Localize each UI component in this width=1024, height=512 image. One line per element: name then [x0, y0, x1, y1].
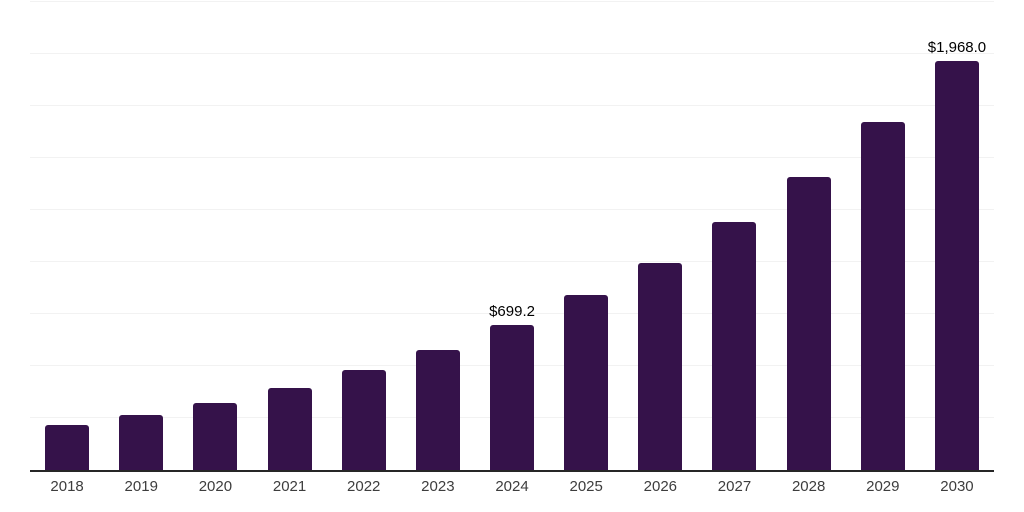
gridline	[30, 209, 994, 210]
bar-slot	[623, 2, 697, 470]
x-tick-label-2027: 2027	[717, 478, 752, 495]
x-tick-label-2024: 2024	[495, 478, 529, 495]
bar-2023	[415, 349, 460, 470]
bar-slot	[327, 2, 401, 470]
x-tick-label-2026: 2026	[643, 478, 678, 495]
bars-group: $699.2 $1,968.0	[30, 2, 994, 470]
gridline	[30, 313, 994, 315]
bar-2027	[712, 222, 757, 470]
bar-2020	[193, 403, 238, 470]
x-axis-tick-labels: 2018 2019 2020 2021 2022 2023 2024 2025 2026 2027…	[30, 479, 994, 494]
x-tick-label-2022: 2022	[347, 478, 381, 495]
bar-slot	[252, 2, 326, 470]
x-tick-label-2019: 2019	[124, 478, 158, 495]
bar-slot	[401, 2, 475, 470]
x-tick-label-2030: 2030	[940, 478, 974, 495]
bar-2019	[119, 414, 164, 470]
bar-2025	[564, 295, 609, 470]
plot-area: $699.2 $1,968.0	[30, 1, 994, 472]
x-tick-label-2018: 2018	[50, 478, 84, 495]
gridline	[30, 53, 994, 54]
bar-slot	[30, 2, 104, 470]
gridline	[30, 157, 994, 159]
x-tick-label-2025: 2025	[569, 478, 603, 495]
x-tick-label-2023: 2023	[421, 478, 455, 495]
bar-2029	[860, 122, 905, 470]
bar-slot	[772, 2, 846, 470]
bar-2030	[934, 60, 979, 470]
bar-2028	[786, 176, 831, 470]
bar-slot	[846, 2, 920, 470]
x-axis-line	[30, 470, 994, 472]
bar-value-label-2030: $1,968.0	[927, 38, 987, 56]
bar-2022	[341, 370, 386, 470]
bar-slot	[178, 2, 252, 470]
bar-slot	[697, 2, 771, 470]
x-tick-label-2020: 2020	[198, 478, 233, 495]
bar-slot: $699.2	[475, 2, 549, 470]
bar-slot	[104, 2, 178, 470]
bar-2026	[638, 263, 683, 470]
bar-value-label-2024: $699.2	[489, 302, 535, 320]
gridline	[30, 1, 994, 2]
bar-slot	[549, 2, 623, 470]
bar-2024	[490, 324, 535, 470]
gridline	[30, 261, 994, 262]
x-tick-label-2021: 2021	[272, 478, 307, 495]
x-tick-label-2028: 2028	[791, 478, 826, 495]
bar-slot: $1,968.0	[920, 2, 994, 470]
bar-2021	[267, 388, 312, 470]
x-tick-label-2029: 2029	[866, 478, 900, 495]
bar-2018	[45, 424, 90, 470]
gridline	[30, 105, 994, 106]
